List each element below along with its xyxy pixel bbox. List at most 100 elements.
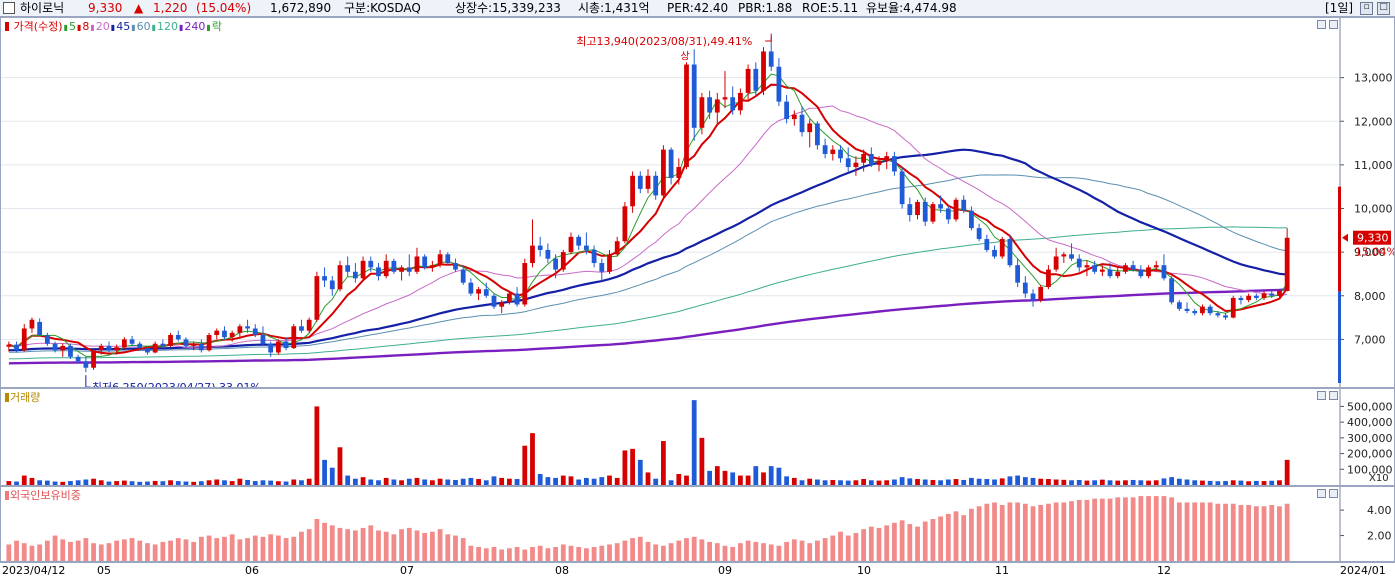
- legend-color-mark: [5, 393, 9, 402]
- price-chart[interactable]: 13,000 12,000 11,000 10,000 9,000 8,000 7,000 최…: [1, 18, 1394, 387]
- candle-body: [1053, 256, 1059, 270]
- foreign-bar: [1215, 503, 1221, 561]
- volume-bar: [853, 480, 859, 485]
- volume-bar: [784, 476, 789, 485]
- legend-item[interactable]: 120: [157, 20, 179, 33]
- volume-bar: [522, 445, 528, 485]
- volume-chart-pane[interactable]: 거래량 500,000 400,000 300,000 200,000 100,000 X…: [0, 388, 1395, 486]
- volume-bar: [1284, 459, 1290, 485]
- legend-item[interactable]: 가격(수정): [13, 20, 63, 33]
- candle-body: [429, 265, 435, 268]
- select-checkbox[interactable]: [3, 2, 15, 14]
- volume-bar: [838, 480, 843, 485]
- x-label: 05: [97, 564, 111, 577]
- candle-body: [291, 326, 297, 349]
- pane-minimize-button[interactable]: [1317, 391, 1326, 400]
- volume-bar: [1115, 480, 1121, 485]
- volume-bar: [861, 479, 867, 485]
- foreign-bar: [560, 544, 566, 561]
- foreign-bar: [1099, 498, 1105, 561]
- volume-bar: [807, 478, 813, 485]
- pane-minimize-button[interactable]: [1317, 20, 1326, 29]
- volume-bar: [1169, 477, 1175, 485]
- foreign-bar: [969, 508, 974, 561]
- foreign-bar: [1261, 506, 1267, 561]
- foreign-bar: [1123, 497, 1128, 561]
- pane-minimize-button[interactable]: [1317, 489, 1326, 498]
- foreign-bar: [838, 531, 843, 561]
- restore-window-icon[interactable]: ▫: [1360, 2, 1373, 15]
- pane-close-button[interactable]: [1329, 489, 1338, 498]
- foreign-bar: [1115, 497, 1121, 561]
- volume-bar: [329, 467, 335, 485]
- volume-bar: [707, 470, 712, 485]
- pane-close-button[interactable]: [1329, 391, 1338, 400]
- foreign-bar: [1092, 498, 1098, 561]
- volume-bar: [476, 479, 481, 485]
- candle-body: [137, 343, 143, 349]
- candle-body: [768, 51, 774, 67]
- foreign-bar: [152, 544, 158, 561]
- candle-body: [453, 263, 458, 270]
- day-range-bar-up: [1338, 186, 1341, 292]
- foreign-bar: [507, 548, 512, 561]
- candle-body: [930, 204, 936, 222]
- volume-bar: [1269, 480, 1275, 485]
- legend-item[interactable]: 240: [184, 20, 206, 33]
- foreign-bar: [668, 543, 674, 561]
- legend-item[interactable]: 60: [136, 20, 151, 33]
- candle-body: [1238, 297, 1244, 301]
- per-value: PER:42.40: [667, 1, 729, 15]
- volume-bar: [368, 479, 374, 485]
- volume-bar: [553, 477, 558, 485]
- y-tick-label: 4.00: [1367, 504, 1392, 517]
- volume-bar: [953, 479, 959, 485]
- foreign-bar: [214, 538, 220, 561]
- foreign-bar: [768, 544, 774, 561]
- x-label: 09: [718, 564, 732, 577]
- foreign-bar: [537, 545, 543, 561]
- volume-bar: [14, 481, 19, 485]
- foreign-ownership-chart[interactable]: 4.00 2.00: [1, 487, 1394, 561]
- candle-body: [322, 276, 327, 281]
- volume-bar: [145, 481, 150, 485]
- volume-bar: [645, 472, 651, 485]
- candle-body: [745, 68, 751, 93]
- maximize-window-icon[interactable]: □: [1377, 2, 1390, 15]
- volume-bar: [152, 480, 158, 485]
- foreign-title: 외국인보유비중: [10, 489, 81, 502]
- current-price: 9,330: [88, 1, 123, 15]
- candle-body: [29, 319, 35, 329]
- candle-body: [222, 330, 227, 338]
- volume-bar: [799, 480, 805, 485]
- legend-item[interactable]: 20: [95, 20, 110, 33]
- foreign-bar: [984, 503, 990, 561]
- candle-body: [499, 302, 505, 307]
- foreign-bar: [329, 525, 335, 561]
- foreign-bar: [383, 531, 389, 561]
- candle-body: [206, 335, 212, 351]
- legend-item[interactable]: 45: [116, 20, 131, 33]
- pane-close-button[interactable]: [1329, 20, 1338, 29]
- legend-item[interactable]: 8: [82, 20, 90, 33]
- candle-body: [1207, 306, 1213, 314]
- period-selector[interactable]: [1일]: [1325, 1, 1354, 15]
- foreign-ownership-pane[interactable]: 외국인보유비중 4.00 2.00: [0, 486, 1395, 562]
- foreign-bar: [137, 540, 143, 561]
- foreign-bar: [1230, 503, 1236, 561]
- foreign-bar: [337, 527, 343, 561]
- legend-item[interactable]: 5: [68, 20, 76, 33]
- foreign-bar: [684, 538, 689, 561]
- candle-body: [1284, 237, 1290, 291]
- foreign-bar: [599, 545, 605, 561]
- volume-bar: [60, 481, 66, 485]
- candle-body: [868, 153, 874, 165]
- foreign-bar: [391, 534, 397, 561]
- foreign-bar: [699, 539, 705, 561]
- legend-item[interactable]: 락: [211, 20, 222, 33]
- foreign-bar: [676, 540, 682, 561]
- volume-bar: [468, 477, 474, 485]
- candle-body: [576, 236, 582, 246]
- price-chart-pane[interactable]: 가격(수정)▮5▮8▮20▮45▮60▮120▮240▮락 13,000 12,0…: [0, 17, 1395, 388]
